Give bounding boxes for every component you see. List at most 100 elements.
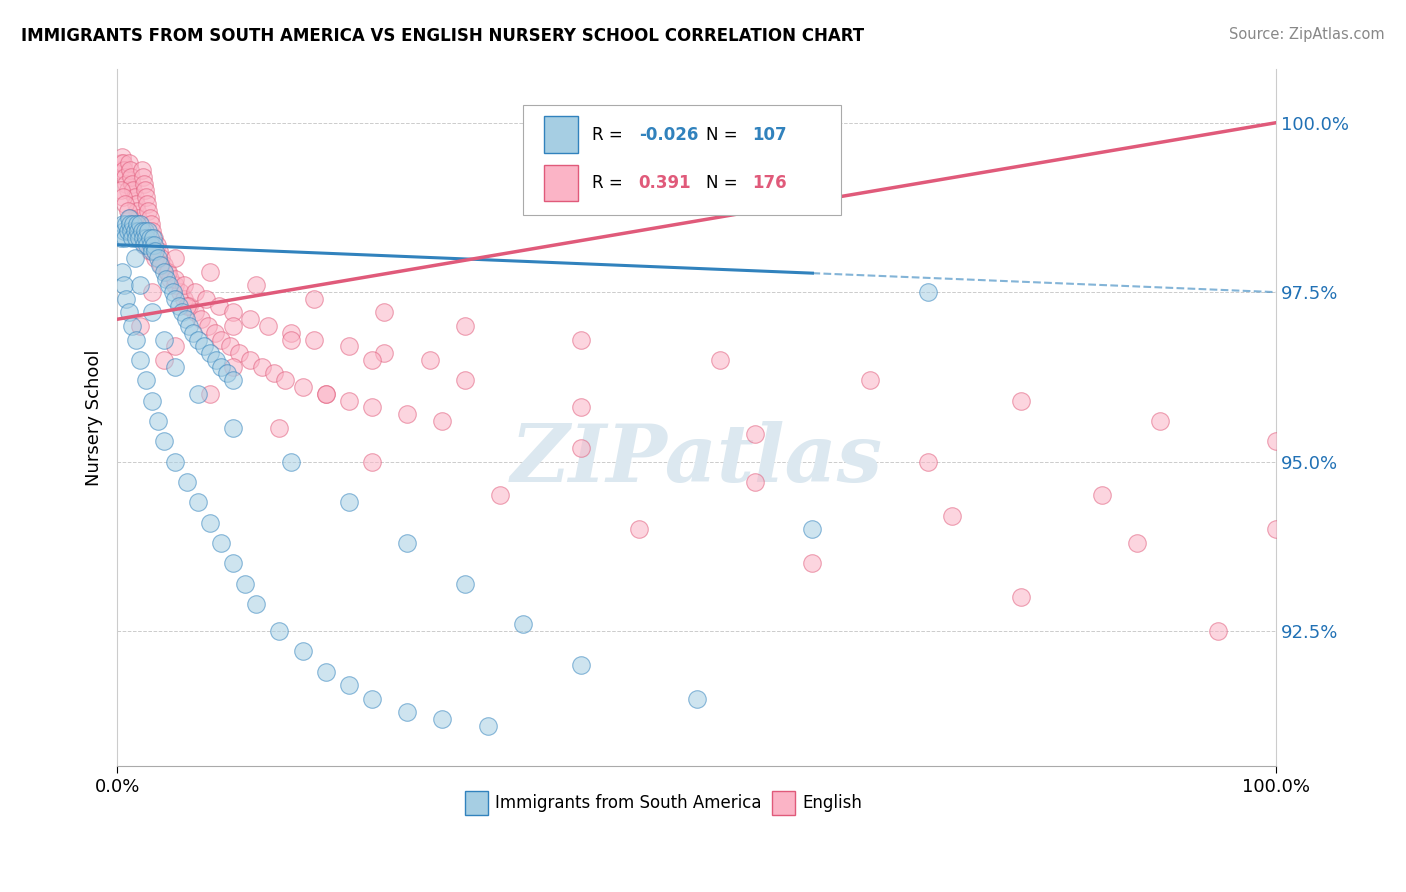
Point (569, 333, 592, 347)
Point (121, 231, 143, 245)
Point (125, 224, 148, 238)
Point (118, 218, 141, 232)
Point (477, 719, 499, 733)
Point (239, 352, 262, 367)
Point (204, 326, 226, 340)
Point (315, 386, 337, 401)
Point (139, 218, 162, 232)
Point (395, 706, 418, 720)
Point (302, 333, 325, 347)
Point (801, 522, 824, 536)
Point (211, 536, 233, 550)
Point (419, 352, 441, 367)
Point (131, 169, 153, 184)
Point (198, 516, 221, 530)
Point (454, 318, 477, 333)
Point (131, 163, 153, 178)
Point (122, 218, 145, 232)
Point (430, 414, 453, 428)
Point (361, 691, 384, 706)
Point (114, 197, 136, 211)
Point (744, 427, 766, 442)
Point (204, 352, 226, 367)
Point (131, 224, 153, 238)
Point (454, 373, 477, 387)
Point (110, 156, 132, 170)
Point (269, 624, 291, 638)
Point (222, 359, 245, 374)
Point (138, 244, 160, 259)
Point (114, 169, 136, 184)
Point (118, 305, 141, 319)
Point (280, 454, 302, 468)
Point (145, 252, 167, 266)
Point (111, 190, 134, 204)
Point (685, 691, 707, 706)
Point (134, 237, 156, 252)
Point (111, 218, 134, 232)
Text: R =: R = (592, 174, 628, 192)
Point (136, 237, 159, 252)
Point (280, 333, 302, 347)
Point (211, 359, 233, 374)
Point (157, 265, 180, 279)
Text: IMMIGRANTS FROM SOUTH AMERICA VS ENGLISH NURSERY SCHOOL CORRELATION CHART: IMMIGRANTS FROM SOUTH AMERICA VS ENGLISH… (21, 27, 865, 45)
Point (152, 333, 174, 347)
Point (627, 522, 650, 536)
Point (152, 434, 174, 449)
Point (139, 237, 162, 252)
Point (135, 231, 157, 245)
Point (245, 597, 267, 611)
Point (269, 420, 291, 434)
Point (454, 576, 477, 591)
Point (176, 299, 198, 313)
Point (125, 333, 148, 347)
Point (488, 488, 510, 502)
Point (136, 197, 159, 211)
Point (128, 231, 150, 245)
Point (1265, 434, 1288, 449)
Point (138, 211, 160, 225)
Bar (544, 117, 578, 153)
Point (801, 556, 824, 570)
Point (135, 190, 157, 204)
Point (149, 258, 172, 272)
Point (859, 373, 882, 387)
Bar (772, 791, 794, 815)
Text: 176: 176 (752, 174, 787, 192)
Point (129, 231, 152, 245)
Point (112, 278, 135, 293)
Point (127, 224, 149, 238)
Text: Source: ZipAtlas.com: Source: ZipAtlas.com (1229, 27, 1385, 42)
Point (302, 292, 325, 306)
Point (131, 231, 153, 245)
Point (198, 265, 221, 279)
Point (181, 326, 204, 340)
Point (361, 454, 384, 468)
Text: R =: R = (592, 126, 628, 144)
Point (118, 156, 141, 170)
Point (121, 318, 143, 333)
Point (190, 312, 212, 326)
Point (134, 184, 156, 198)
Point (245, 278, 267, 293)
Text: 107: 107 (752, 126, 787, 144)
Point (115, 177, 138, 191)
Point (256, 318, 278, 333)
Point (512, 617, 534, 632)
Point (156, 265, 179, 279)
Point (291, 380, 314, 394)
Point (162, 285, 184, 300)
Point (152, 258, 174, 272)
Point (193, 339, 215, 353)
Point (373, 305, 395, 319)
Point (177, 299, 200, 313)
Point (124, 252, 146, 266)
Point (173, 278, 195, 293)
Point (337, 393, 360, 408)
Bar (465, 791, 488, 815)
Point (141, 244, 163, 259)
Point (172, 305, 194, 319)
Point (150, 252, 173, 266)
Point (337, 678, 360, 692)
